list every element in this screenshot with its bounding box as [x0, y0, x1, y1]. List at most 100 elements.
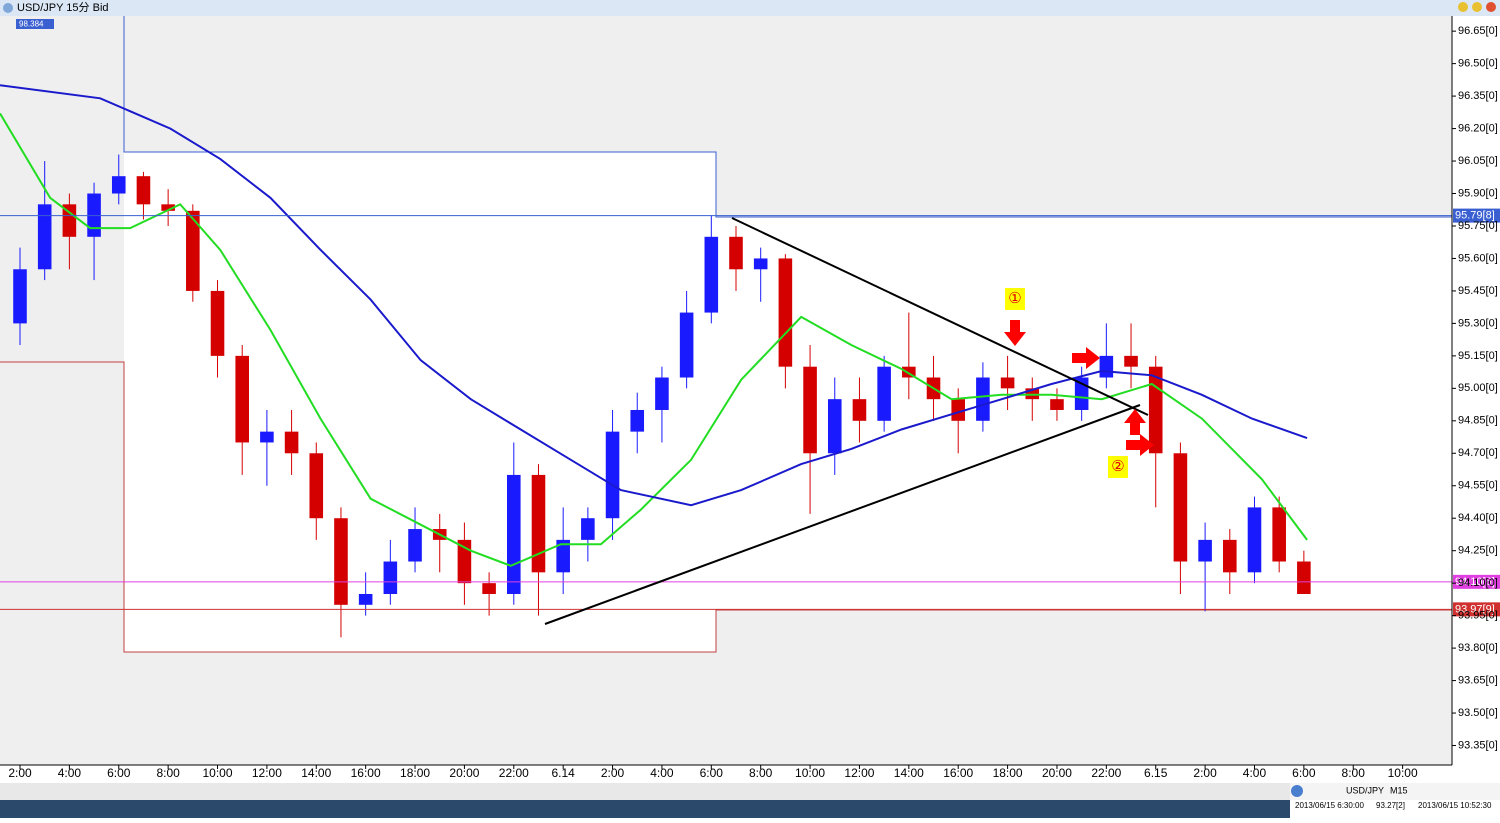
y-tick-label: 93.35[0] [1458, 739, 1498, 751]
x-tick-label: 8:00 [156, 766, 180, 780]
y-tick-label: 95.30[0] [1458, 317, 1498, 329]
y-tick-label: 95.75[0] [1458, 220, 1498, 232]
candle-body [753, 258, 768, 270]
y-tick-label: 95.45[0] [1458, 285, 1498, 297]
candle-body [1099, 355, 1114, 378]
x-tick-label: 12:00 [844, 766, 874, 780]
price-marker-label: 95.79[8] [1455, 209, 1495, 221]
candle-body [334, 518, 348, 605]
scrollbar[interactable] [0, 783, 1500, 800]
y-tick-label: 94.40[0] [1458, 512, 1498, 524]
candle-body [1297, 561, 1311, 594]
candle-body [358, 593, 373, 605]
x-tick-label: 2:00 [8, 766, 32, 780]
y-tick-label: 94.10[0] [1458, 577, 1498, 589]
minimize-button[interactable] [1458, 2, 1468, 12]
x-tick-label: 22:00 [499, 766, 529, 780]
x-tick-label: 22:00 [1091, 766, 1121, 780]
candle-body [951, 399, 965, 421]
x-tick-label: 4:00 [1243, 766, 1267, 780]
candle-body [1173, 453, 1188, 562]
candle-body [1198, 539, 1212, 562]
y-tick-label: 96.50[0] [1458, 58, 1498, 70]
candle-body [309, 453, 324, 519]
x-tick-label: 18:00 [993, 766, 1023, 780]
candle-body [1223, 539, 1237, 573]
annotation: ① [1008, 290, 1021, 307]
candle-body [531, 474, 546, 573]
candle-body [852, 399, 867, 421]
x-tick-label: 6:00 [107, 766, 131, 780]
candle-body [1247, 507, 1262, 573]
candle-body [976, 377, 990, 421]
candle-body [383, 561, 398, 594]
maximize-button[interactable] [1472, 2, 1482, 12]
price-marker-label: 94.10[6] [1455, 576, 1495, 588]
y-tick-label: 95.00[0] [1458, 382, 1498, 394]
candle-body [729, 236, 743, 270]
app-icon [3, 3, 13, 13]
badge: 98.384 [19, 20, 44, 29]
candle-body [655, 377, 669, 410]
x-tick-label: 8:00 [749, 766, 773, 780]
candle-body [457, 539, 472, 584]
annotation-box [1005, 288, 1025, 310]
candle-body [284, 431, 299, 454]
x-tick-label: 4:00 [650, 766, 674, 780]
candle-body [13, 269, 27, 324]
candle-body [136, 176, 151, 205]
candle-body [630, 409, 645, 432]
price-marker-label: 93.97[9] [1455, 603, 1495, 615]
arrow-up [1124, 409, 1146, 435]
x-tick-label: 6:00 [700, 766, 724, 780]
y-tick-label: 93.50[0] [1458, 707, 1498, 719]
y-tick-label: 96.35[0] [1458, 90, 1498, 102]
x-tick-label: 6.14 [551, 766, 575, 780]
status-server-time: 2013/06/15 10:52:30 [1418, 801, 1492, 810]
y-tick-label: 94.55[0] [1458, 480, 1498, 492]
candle-body [902, 366, 916, 378]
candle-body [260, 431, 274, 443]
price-marker [1453, 574, 1500, 589]
candle-body [556, 539, 570, 573]
x-tick-label: 2:00 [601, 766, 625, 780]
trend-line [544, 404, 1141, 625]
candle-body [679, 312, 694, 378]
badge-box [16, 19, 54, 29]
candle-body [1124, 355, 1138, 367]
arrow-right [1126, 434, 1154, 456]
x-tick-label: 18:00 [400, 766, 430, 780]
y-tick-label: 95.15[0] [1458, 350, 1498, 362]
y-tick-label: 93.95[0] [1458, 610, 1498, 622]
close-button[interactable] [1486, 2, 1496, 12]
x-tick-label: 2:00 [1193, 766, 1217, 780]
annotation: ② [1111, 458, 1124, 475]
candle-body [161, 204, 175, 211]
plot-layer [0, 84, 1452, 638]
title-bar [0, 0, 1500, 16]
y-tick-label: 96.20[0] [1458, 122, 1498, 134]
x-tick-label: 8:00 [1342, 766, 1366, 780]
x-tick-label: 10:00 [1388, 766, 1418, 780]
y-tick-label: 96.65[0] [1458, 25, 1498, 37]
price-marker [1453, 602, 1500, 617]
x-tick-label: 16:00 [943, 766, 973, 780]
x-tick-label: 14:00 [301, 766, 331, 780]
x-tick-label: 6.15 [1144, 766, 1168, 780]
x-tick-label: 16:00 [351, 766, 381, 780]
status-symbol: USD/JPY [1346, 785, 1384, 795]
x-tick-label: 20:00 [449, 766, 479, 780]
y-tick-label: 96.05[0] [1458, 155, 1498, 167]
price-marks: 95.79[8] 94.10[6] 93.97[9] [1453, 208, 1500, 617]
moving-average-line [0, 112, 1308, 567]
x-tick-label: 20:00 [1042, 766, 1072, 780]
candle-body [408, 529, 422, 562]
candle-body [581, 518, 595, 540]
day-low-line [0, 361, 1452, 653]
window-title: USD/JPY 15分 Bid [17, 1, 109, 14]
candle-body [210, 290, 225, 356]
x-tick-label: 6:00 [1292, 766, 1316, 780]
candle-body [778, 258, 793, 367]
candle-body [186, 210, 200, 291]
